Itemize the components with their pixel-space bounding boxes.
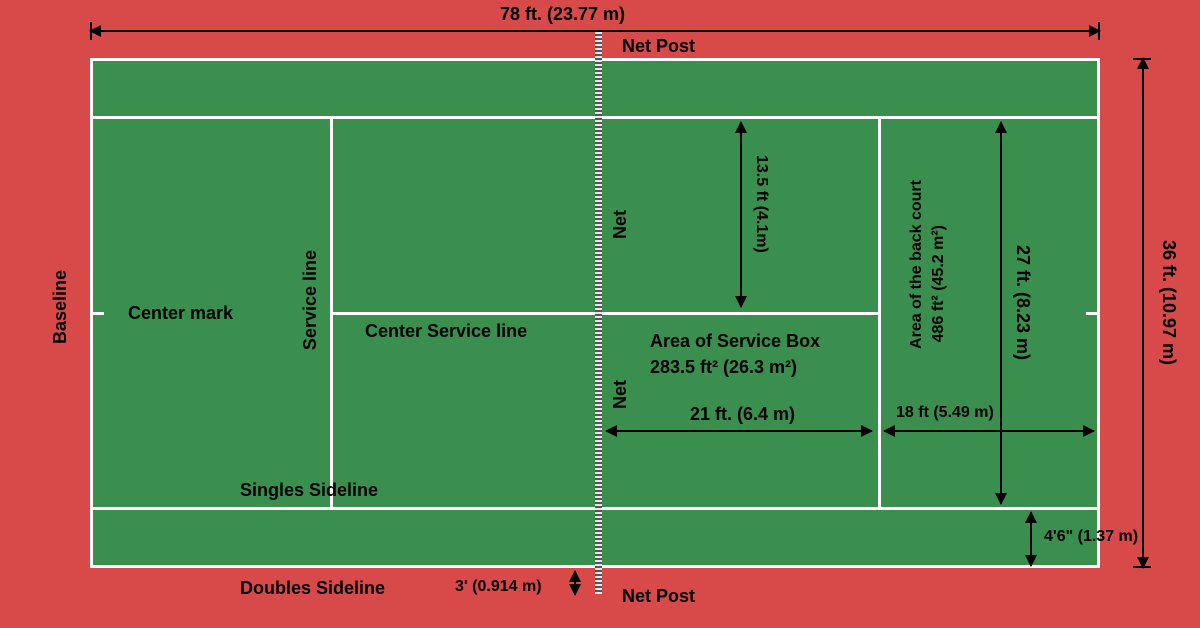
label-net-post-bottom: Net Post [622, 586, 695, 607]
dim-length-top [90, 30, 1100, 32]
label-back-court-area-1: Area of the back court [908, 180, 926, 349]
label-service-line: Service line [300, 250, 321, 350]
net [595, 32, 602, 594]
label-doubles-sideline: Doubles Sideline [240, 578, 385, 599]
center-mark-left [90, 312, 104, 315]
label-alley-width: 4'6" (1.37 m) [1044, 528, 1138, 546]
label-singles-width: 27 ft. (8.23 m) [1012, 245, 1033, 360]
label-net-lower: Net [610, 380, 631, 409]
dim-top-tick-r [1098, 22, 1100, 40]
center-mark-right [1086, 312, 1100, 315]
label-net-post-top: Net Post [622, 36, 695, 57]
label-net-post-ext: 3' (0.914 m) [455, 578, 542, 596]
dim-service-box-width [740, 122, 742, 307]
label-service-box-depth: 21 ft. (6.4 m) [690, 404, 795, 425]
label-center-service-line: Center Service line [365, 321, 527, 342]
dim-back-court-depth [884, 430, 1094, 432]
label-center-mark: Center mark [128, 303, 233, 324]
dim-right-tick-b [1133, 566, 1151, 568]
dim-right-tick-t [1133, 58, 1151, 60]
label-service-box-area-2: 283.5 ft² (26.3 m²) [650, 357, 797, 378]
label-service-box-width: 13.5 ft (4.1m) [752, 155, 770, 253]
dim-top-tick-l [90, 22, 92, 40]
dim-singles-width [1000, 122, 1002, 504]
label-baseline: Baseline [50, 270, 71, 344]
label-net-upper: Net [610, 210, 631, 239]
label-length-top: 78 ft. (23.77 m) [500, 4, 625, 25]
label-height-right: 36 ft. (10.97 m) [1158, 240, 1179, 365]
service-line-right [878, 116, 881, 510]
label-back-court-depth: 18 ft (5.49 m) [896, 404, 994, 422]
dim-alley-width [1030, 512, 1032, 566]
center-service-line [330, 312, 878, 315]
dim-net-post-ext [574, 571, 576, 595]
label-service-box-area-1: Area of Service Box [650, 331, 820, 352]
dim-service-box-depth [606, 430, 872, 432]
dim-height-right [1142, 58, 1144, 568]
label-back-court-area-2: 486 ft² (45.2 m²) [930, 225, 948, 342]
label-singles-sideline: Singles Sideline [240, 480, 378, 501]
